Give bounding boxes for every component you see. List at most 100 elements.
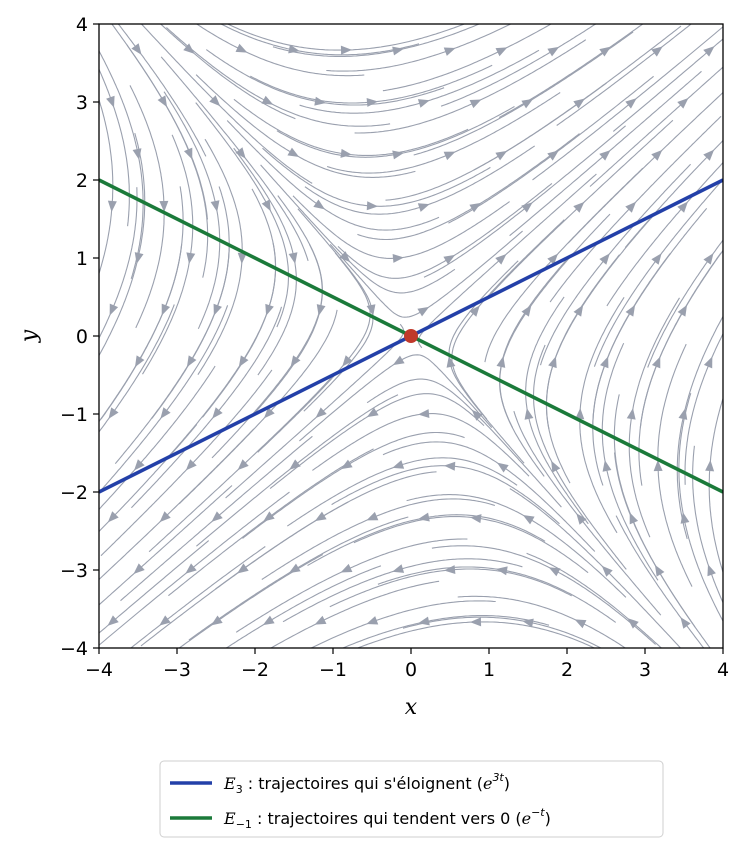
x-tick-label: 3 <box>639 659 651 681</box>
stream-arrow <box>469 99 482 109</box>
streamline <box>423 125 626 278</box>
stream-arrow <box>444 565 456 575</box>
stream-arrow <box>497 462 509 473</box>
stream-arrow <box>678 408 688 420</box>
streamline <box>579 297 625 534</box>
stream-arrow <box>547 46 560 57</box>
stream-arrow <box>366 201 378 211</box>
stream-arrow <box>443 151 456 161</box>
stream-arrow <box>703 46 715 57</box>
stream-arrow <box>235 43 248 53</box>
streamline <box>299 354 493 442</box>
streamline <box>402 616 603 648</box>
x-tick-label: 0 <box>405 659 417 681</box>
stream-arrow <box>548 356 557 369</box>
streamline <box>99 68 130 227</box>
stream-arrow <box>108 407 119 419</box>
stream-arrow <box>107 200 117 212</box>
streamline <box>140 24 313 184</box>
streamline <box>545 254 620 484</box>
streamline <box>117 24 207 157</box>
x-tick-label: −3 <box>163 659 191 681</box>
streamline <box>678 393 723 623</box>
streamline <box>130 546 266 648</box>
streamline <box>657 343 693 587</box>
stream-arrow <box>366 511 379 521</box>
stream-arrow <box>161 303 171 316</box>
stream-arrow <box>680 512 690 524</box>
stream-arrow <box>548 567 561 577</box>
streamline <box>593 178 723 367</box>
stream-arrow <box>238 355 249 368</box>
stream-arrow <box>521 98 534 109</box>
stream-arrow <box>366 97 378 107</box>
streamline <box>692 445 723 604</box>
streamline <box>195 74 416 178</box>
stream-arrow <box>314 96 326 106</box>
stream-arrow <box>342 355 353 367</box>
stream-arrow <box>524 408 534 420</box>
stream-arrow <box>574 619 587 629</box>
stream-arrow <box>521 202 533 213</box>
stream-arrow <box>392 460 405 469</box>
stream-arrow <box>470 617 482 627</box>
stream-arrow <box>340 563 353 573</box>
stream-arrow <box>651 46 663 57</box>
y-tick-label: −4 <box>60 638 88 660</box>
stream-arrow <box>366 407 379 418</box>
stream-arrow <box>288 563 301 574</box>
stream-arrow <box>159 200 169 212</box>
streamline <box>129 85 165 329</box>
stream-arrow <box>315 407 327 418</box>
stream-arrow <box>625 304 636 317</box>
stream-arrow <box>471 409 483 421</box>
stream-arrow <box>211 615 223 626</box>
y-tick-label: −2 <box>60 482 88 504</box>
stream-arrow <box>265 303 274 316</box>
stream-arrow <box>261 199 271 212</box>
x-tick-label: 4 <box>717 659 729 681</box>
stream-arrow <box>547 253 559 265</box>
stream-arrow <box>210 200 220 212</box>
streamline <box>205 49 445 106</box>
stream-arrow <box>651 253 662 265</box>
stream-arrow <box>469 202 482 213</box>
streamline <box>226 24 466 51</box>
stream-arrow <box>446 356 456 368</box>
stream-arrow <box>703 253 714 265</box>
streamline <box>99 305 229 494</box>
streamline <box>99 132 146 357</box>
stream-arrow <box>573 201 585 213</box>
stream-arrow <box>366 304 376 316</box>
y-tick-label: 2 <box>76 170 88 192</box>
y-tick-label: 0 <box>76 326 88 348</box>
x-tick-label: −1 <box>319 659 347 681</box>
streamline <box>509 488 682 648</box>
stream-arrow <box>392 46 404 56</box>
stream-arrow <box>392 564 405 573</box>
stream-arrow <box>314 615 327 625</box>
streamline <box>526 552 663 648</box>
stream-arrow <box>573 98 585 109</box>
stream-arrow <box>576 513 587 525</box>
stream-arrow <box>599 150 611 161</box>
stream-arrow <box>469 305 480 317</box>
x-axis-ticks: −4 −3 −2 −1 0 1 2 3 4 <box>85 648 729 681</box>
stream-arrow <box>133 563 145 574</box>
stream-arrow <box>262 615 275 626</box>
stream-arrow <box>392 253 404 263</box>
streamline <box>269 580 440 648</box>
streamline <box>639 249 723 428</box>
streamline <box>615 515 705 648</box>
streamline <box>549 115 722 303</box>
stream-arrow <box>106 95 115 108</box>
streamline <box>99 244 183 423</box>
stream-arrow <box>212 407 223 419</box>
streamline <box>219 24 420 56</box>
stream-arrow <box>625 98 637 109</box>
stream-arrow <box>417 99 430 108</box>
stream-arrow <box>157 95 168 108</box>
stream-arrow <box>107 615 119 626</box>
streamline <box>353 516 589 574</box>
stream-arrow <box>183 147 193 160</box>
